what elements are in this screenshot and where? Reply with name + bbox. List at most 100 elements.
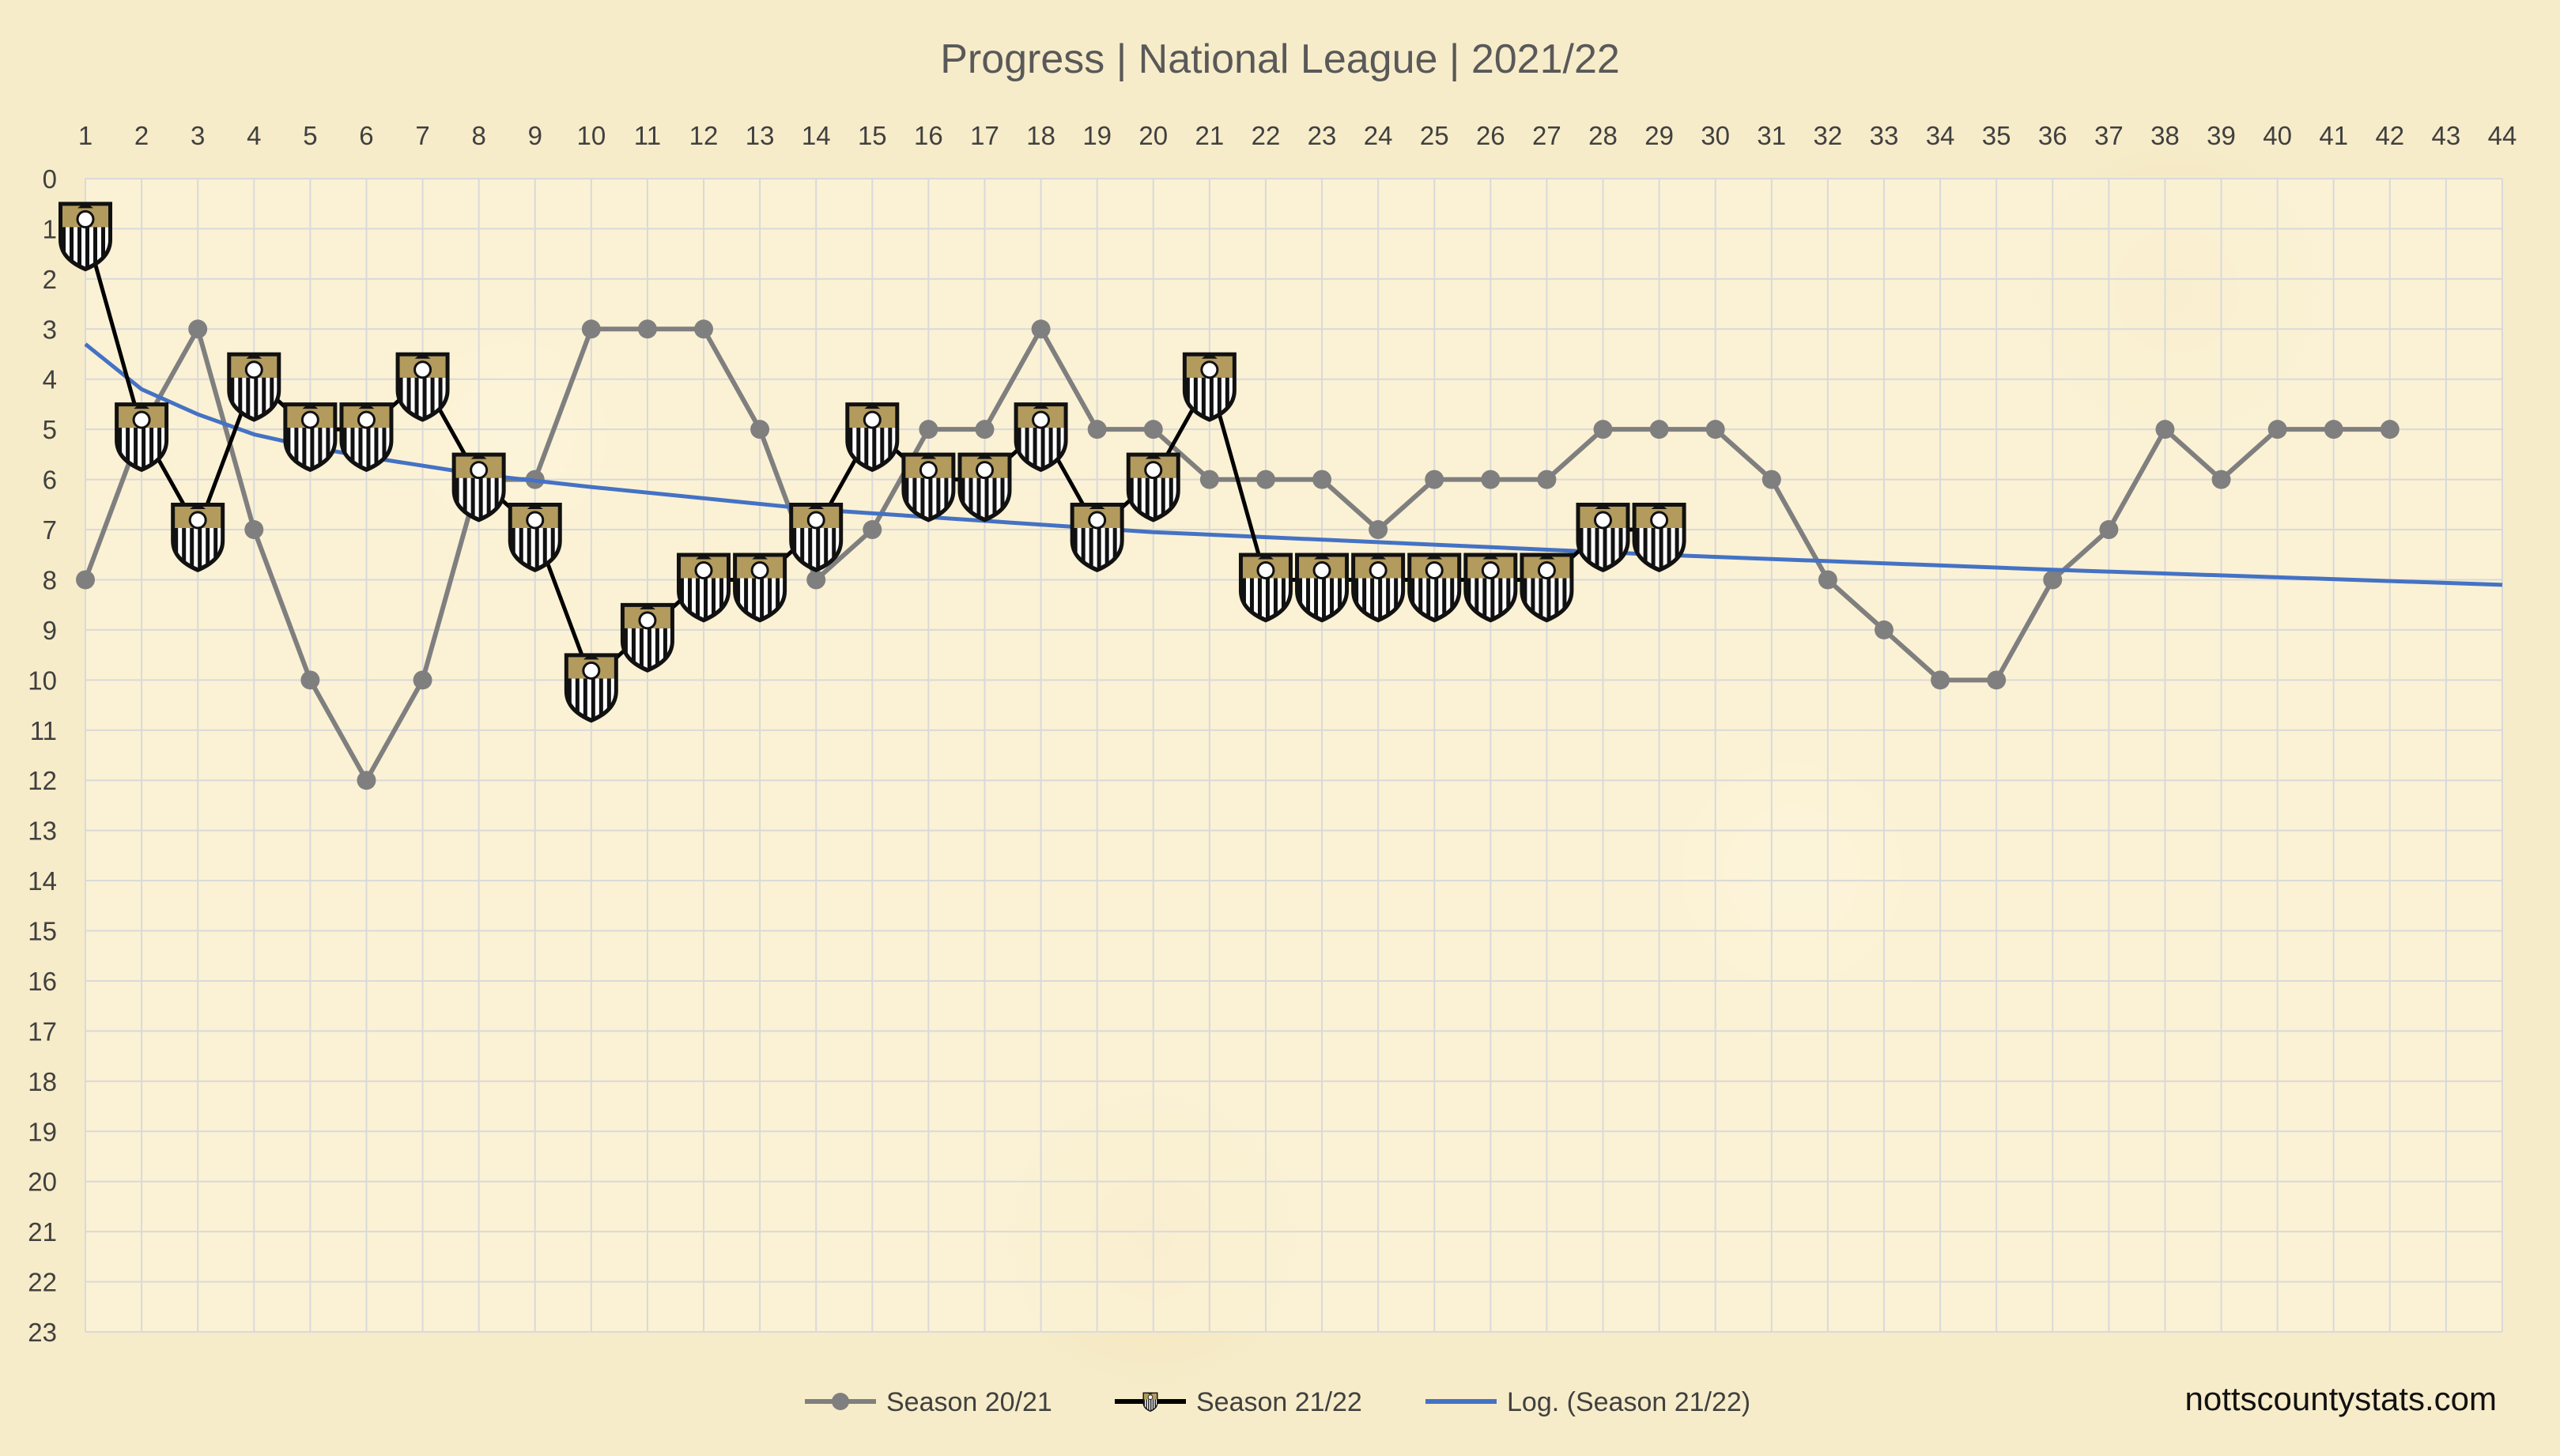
y-tick-label: 8 <box>43 565 57 594</box>
y-tick-label: 10 <box>28 666 57 695</box>
y-tick-label: 13 <box>28 817 57 846</box>
x-tick-label: 26 <box>1476 121 1505 150</box>
point-season-20-21 <box>1255 470 1275 489</box>
x-tick-label: 23 <box>1308 121 1337 150</box>
crest-marker <box>508 503 562 573</box>
crest-marker <box>171 503 225 573</box>
point-season-20-21 <box>1593 420 1613 439</box>
legend: Season 20/21 Season 21/22 Log. (Season 21/… <box>805 1387 1750 1417</box>
x-tick-label: 21 <box>1195 121 1225 150</box>
point-season-20-21 <box>2043 570 2063 590</box>
legend-marker <box>1142 1392 1158 1413</box>
point-season-20-21 <box>1987 670 2007 690</box>
y-tick-label: 17 <box>28 1017 57 1046</box>
legend-label: Log. (Season 21/22) <box>1507 1387 1750 1417</box>
y-tick-label: 6 <box>43 466 57 495</box>
y-tick-label: 21 <box>28 1217 57 1247</box>
crest-marker <box>395 352 450 422</box>
point-season-20-21 <box>806 570 826 590</box>
x-tick-label: 10 <box>576 121 606 150</box>
x-tick-label: 12 <box>689 121 719 150</box>
y-tick-label: 0 <box>43 164 57 194</box>
crest-marker <box>957 452 1012 522</box>
vertical-gridlines <box>85 179 2503 1332</box>
x-tick-label: 35 <box>1982 121 2011 150</box>
y-tick-label: 2 <box>43 265 57 294</box>
y-tick-label: 3 <box>43 315 57 344</box>
point-season-20-21 <box>1874 620 1894 639</box>
point-season-20-21 <box>694 319 714 339</box>
y-tick-label: 19 <box>28 1117 57 1146</box>
point-season-20-21 <box>2324 420 2343 439</box>
point-season-20-21 <box>2211 470 2231 489</box>
x-tick-label: 2 <box>134 121 149 150</box>
x-tick-label: 3 <box>191 121 205 150</box>
y-tick-label: 23 <box>28 1318 57 1347</box>
crest-marker <box>59 202 112 272</box>
crest-marker <box>620 602 674 673</box>
point-season-20-21 <box>300 670 320 690</box>
x-tick-label: 38 <box>2150 121 2180 150</box>
point-season-20-21 <box>1312 470 1332 489</box>
y-tick-label: 1 <box>43 214 57 243</box>
point-season-20-21 <box>975 420 995 439</box>
x-tick-label: 43 <box>2432 121 2461 150</box>
x-tick-label: 20 <box>1138 121 1168 150</box>
crest-marker <box>339 402 394 473</box>
crest-marker <box>564 653 618 723</box>
x-tick-label: 32 <box>1814 121 1843 150</box>
point-season-20-21 <box>750 420 770 439</box>
legend-item: Log. (Season 21/22) <box>1425 1387 1750 1417</box>
x-tick-label: 22 <box>1252 121 1281 150</box>
crest-marker <box>1014 402 1068 473</box>
point-season-20-21 <box>637 319 657 339</box>
y-tick-label: 16 <box>28 967 57 996</box>
x-tick-label: 4 <box>247 121 261 150</box>
crest-marker <box>227 352 281 422</box>
crest-marker <box>1070 503 1124 573</box>
point-season-20-21 <box>1199 470 1219 489</box>
point-season-20-21 <box>1761 470 1781 489</box>
point-season-20-21 <box>1031 319 1051 339</box>
crest-marker <box>1295 553 1350 623</box>
crest-marker <box>283 402 338 473</box>
legend-marker <box>832 1393 849 1410</box>
point-season-20-21 <box>188 319 208 339</box>
x-tick-label: 41 <box>2319 121 2348 150</box>
point-season-20-21 <box>863 520 882 540</box>
x-tick-label: 27 <box>1532 121 1561 150</box>
point-season-20-21 <box>1143 420 1163 439</box>
x-tick-label: 16 <box>914 121 943 150</box>
y-tick-label: 18 <box>28 1067 57 1096</box>
series-season-21-22 <box>59 202 1686 723</box>
crest-marker <box>1407 553 1462 623</box>
x-tick-label: 30 <box>1701 121 1730 150</box>
x-tick-label: 36 <box>2038 121 2067 150</box>
crest-marker <box>1576 503 1630 573</box>
x-tick-label: 1 <box>78 121 93 150</box>
x-tick-label: 17 <box>970 121 999 150</box>
crest-marker <box>1463 553 1518 623</box>
source-label: nottscountystats.com <box>2184 1380 2497 1417</box>
x-axis-tick-labels: 1 2 3 4 5 6 7 8 9 10 11 12 13 14 15 16 17 18 19 20 21 22 23 24 2… <box>78 121 2517 150</box>
x-tick-label: 28 <box>1588 121 1618 150</box>
y-tick-label: 12 <box>28 766 57 795</box>
x-tick-label: 33 <box>1870 121 1899 150</box>
point-season-20-21 <box>1537 470 1557 489</box>
x-tick-label: 15 <box>858 121 887 150</box>
y-tick-label: 22 <box>28 1268 57 1297</box>
y-tick-label: 7 <box>43 515 57 545</box>
crest-marker <box>677 553 731 623</box>
y-tick-label: 20 <box>28 1167 57 1197</box>
point-season-20-21 <box>2099 520 2119 540</box>
x-tick-label: 18 <box>1026 121 1055 150</box>
y-tick-label: 15 <box>28 917 57 946</box>
x-tick-label: 34 <box>1926 121 1955 150</box>
point-season-20-21 <box>76 570 95 590</box>
x-tick-label: 13 <box>746 121 775 150</box>
crest-marker <box>1126 452 1180 522</box>
point-season-20-21 <box>413 670 432 690</box>
crest-marker <box>845 402 900 473</box>
crest-marker <box>901 452 956 522</box>
